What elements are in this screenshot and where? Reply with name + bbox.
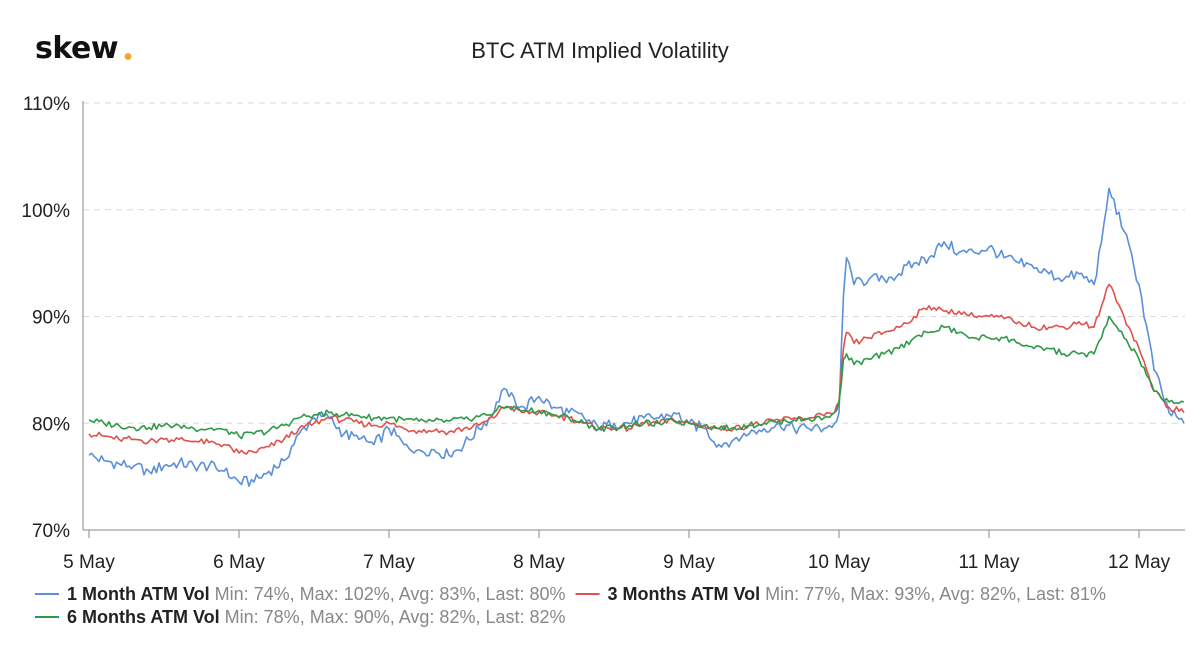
x-tick-label: 9 May [663, 552, 715, 573]
x-tick-label: 5 May [63, 552, 115, 573]
x-tick-label: 7 May [363, 552, 415, 573]
axes [82, 101, 1185, 531]
series-line-1 [88, 187, 1185, 487]
y-tick-label: 110% [23, 94, 70, 115]
legend-series-name: 1 Month ATM Vol [67, 584, 210, 604]
legend-label: 1 Month ATM Vol Min: 74%, Max: 102%, Avg… [67, 584, 566, 604]
x-tick-label: 10 May [808, 552, 871, 573]
brand-logo: skew [35, 31, 118, 66]
legend-item-1[interactable]: 1 Month ATM Vol Min: 74%, Max: 102%, Avg… [35, 584, 566, 604]
legend-series-name: 3 Months ATM Vol [608, 584, 761, 604]
y-axis-ticks: 70% 80% 90% 100% 110% [21, 94, 70, 542]
y-tick-label: 100% [21, 201, 70, 222]
y-tick-label: 90% [32, 308, 70, 329]
legend-series-stats: Min: 77%, Max: 93%, Avg: 82%, Last: 81% [760, 584, 1106, 604]
legend-series-stats: Min: 78%, Max: 90%, Avg: 82%, Last: 82% [220, 607, 566, 627]
x-tick-label: 6 May [213, 552, 265, 573]
legend-item-2[interactable]: 3 Months ATM Vol Min: 77%, Max: 93%, Avg… [575, 584, 1107, 604]
x-tick-label: 11 May [959, 552, 1020, 573]
logo-dot [124, 53, 132, 60]
legend-item-3[interactable]: 6 Months ATM Vol Min: 78%, Max: 90%, Avg… [35, 607, 566, 627]
series-lines [88, 187, 1185, 487]
x-axis-ticks: 5 May 6 May 7 May 8 May 9 May 10 May 11 May 12 … [63, 530, 1171, 573]
legend-label: 3 Months ATM Vol Min: 77%, Max: 93%, Avg… [608, 584, 1107, 604]
series-line-2 [88, 283, 1185, 455]
y-tick-label: 80% [32, 414, 70, 435]
legend-series-name: 6 Months ATM Vol [67, 607, 220, 627]
legend-label: 6 Months ATM Vol Min: 78%, Max: 90%, Avg… [67, 607, 566, 627]
x-tick-label: 12 May [1108, 552, 1171, 573]
x-tick-label: 8 May [513, 552, 565, 573]
legend-series-stats: Min: 74%, Max: 102%, Avg: 83%, Last: 80% [210, 584, 566, 604]
y-tick-label: 70% [32, 521, 70, 542]
chart-title: BTC ATM Implied Volatility [471, 38, 729, 63]
legend: 1 Month ATM Vol Min: 74%, Max: 102%, Avg… [35, 584, 1106, 627]
series-line-3 [88, 315, 1185, 440]
